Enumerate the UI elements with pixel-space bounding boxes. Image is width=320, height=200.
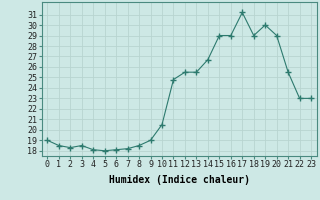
X-axis label: Humidex (Indice chaleur): Humidex (Indice chaleur) [109,175,250,185]
